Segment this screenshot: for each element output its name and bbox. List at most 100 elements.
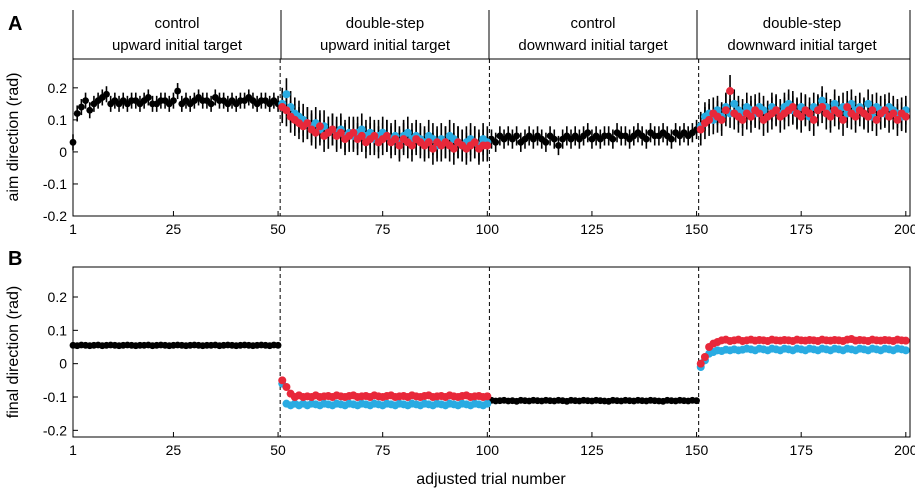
data-point-red <box>901 336 910 345</box>
data-point-red <box>809 115 818 124</box>
y-tick-label: -0.1 <box>43 389 67 405</box>
x-tick-label: 125 <box>580 221 604 237</box>
y-tick-label: 0 <box>59 144 67 160</box>
data-point-red <box>901 112 910 121</box>
data-point-blue <box>730 99 739 108</box>
data-point-red <box>717 115 726 124</box>
data-point-black <box>609 135 617 143</box>
y-tick-label: -0.1 <box>43 176 67 192</box>
x-tick-label: 1 <box>69 221 77 237</box>
aim-direction-plot: 1 25 50 75 100 125 150 175 200 -0.2-0.100.10.2 a… <box>5 58 915 237</box>
x-tick-label: 150 <box>685 442 709 458</box>
data-point-blue <box>901 346 910 355</box>
x-tick-label: 150 <box>685 221 709 237</box>
data-point-red <box>328 125 337 134</box>
x-tick-label: 75 <box>375 221 391 237</box>
data-point-blue <box>357 125 366 134</box>
data-point-red <box>336 128 345 137</box>
data-point-black <box>77 103 85 111</box>
data-point-black <box>82 97 89 105</box>
data-point-black <box>668 135 675 143</box>
data-point-red <box>746 112 755 121</box>
data-point-red <box>449 144 458 153</box>
condition-1-line1: control <box>154 15 199 32</box>
x-tick-label: 200 <box>894 442 915 458</box>
y-axis-label: final direction (rad) <box>5 286 22 419</box>
data-point-red <box>797 112 806 121</box>
condition-header: control upward initial target double-ste… <box>72 10 911 60</box>
data-point-red <box>349 128 358 137</box>
y-tick-label: 0.2 <box>48 289 68 305</box>
y-tick-label: -0.2 <box>43 208 67 224</box>
data-point-blue <box>483 399 492 408</box>
data-point-black <box>144 94 152 101</box>
data-point-red <box>282 383 291 391</box>
data-point-blue <box>864 99 873 108</box>
data-point-red <box>772 106 781 115</box>
data-point-red <box>407 141 416 150</box>
data-point-black <box>207 100 215 108</box>
plot-frame <box>72 58 911 217</box>
data-point-red <box>696 359 705 368</box>
data-point-red <box>382 131 391 140</box>
y-tick-label: 0.1 <box>48 322 68 338</box>
condition-4-line2: downward initial target <box>727 37 877 54</box>
y-axis-ticks: -0.2 -0.1 0 0.1 0.2 <box>43 80 78 224</box>
x-tick-label: 125 <box>580 442 604 458</box>
data-point-red <box>311 128 320 137</box>
x-tick-label: 1 <box>69 442 77 458</box>
data-point-black <box>73 110 81 117</box>
data-point-black <box>492 138 500 146</box>
data-point-black <box>86 106 94 114</box>
data-point-blue <box>282 90 291 99</box>
condition-2-line1: double-step <box>346 15 424 32</box>
x-tick-label: 200 <box>894 221 915 237</box>
data-point-red <box>834 109 843 118</box>
data-point-black <box>513 132 521 140</box>
data-point-red <box>805 109 814 118</box>
data-point-blue <box>818 96 827 105</box>
data-point-red <box>483 392 492 401</box>
data-point-red <box>483 141 492 150</box>
x-tick-label: 50 <box>270 442 286 458</box>
data-point-red <box>851 112 860 121</box>
data-point-red <box>721 106 730 115</box>
data-point-red <box>395 141 404 150</box>
data-point-red <box>726 87 735 96</box>
data-point-red <box>470 138 479 147</box>
condition-3-line2: downward initial target <box>518 37 668 54</box>
data-point-black <box>103 90 110 98</box>
condition-4-line1: double-step <box>763 15 841 32</box>
x-tick-label: 75 <box>375 442 391 458</box>
data-point-red <box>303 119 312 128</box>
data-point-red <box>755 109 764 118</box>
data-point-black <box>584 129 592 137</box>
x-tick-label: 100 <box>476 442 500 458</box>
y-tick-label: 0.2 <box>48 80 68 96</box>
data-point-red <box>872 115 881 124</box>
final-direction-plot: 1 25 50 75 100 125 150 175 200 -0.2-0.100.10.2 f… <box>5 266 915 488</box>
x-axis-label: adjusted trial number <box>416 471 566 488</box>
data-point-red <box>880 106 889 115</box>
panel-label-b: B <box>8 248 22 270</box>
data-point-black <box>550 135 558 143</box>
data-point-red <box>818 103 827 112</box>
data-point-red <box>839 115 848 124</box>
condition-1-line2: upward initial target <box>112 37 243 54</box>
data-point-red <box>428 144 437 153</box>
plot-frame <box>72 266 911 438</box>
x-axis-ticks: 1 25 50 75 100 125 150 175 200 <box>69 432 915 458</box>
data-point-red <box>738 115 747 124</box>
y-tick-label: 0.1 <box>48 112 68 128</box>
data-point-red <box>868 106 877 115</box>
data-point-red <box>843 103 852 112</box>
data-points <box>69 335 910 410</box>
y-axis-label: aim direction (rad) <box>5 73 22 202</box>
data-point-black <box>274 341 282 349</box>
x-tick-label: 175 <box>790 442 814 458</box>
x-tick-label: 175 <box>790 221 814 237</box>
x-tick-label: 25 <box>166 442 182 458</box>
data-point-red <box>788 103 797 112</box>
x-tick-label: 25 <box>166 221 182 237</box>
